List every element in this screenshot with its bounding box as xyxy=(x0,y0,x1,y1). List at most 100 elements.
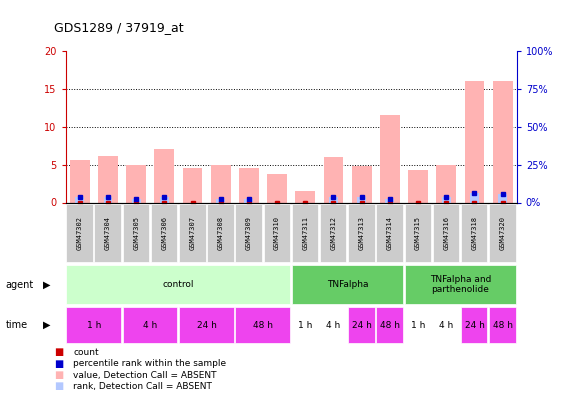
Bar xyxy=(380,115,400,202)
Text: GSM47313: GSM47313 xyxy=(359,216,365,250)
Text: percentile rank within the sample: percentile rank within the sample xyxy=(73,359,226,368)
Text: 24 h: 24 h xyxy=(352,320,372,330)
FancyBboxPatch shape xyxy=(320,307,347,343)
FancyBboxPatch shape xyxy=(376,307,403,343)
FancyBboxPatch shape xyxy=(376,204,403,262)
FancyBboxPatch shape xyxy=(207,204,234,262)
Text: ▶: ▶ xyxy=(43,320,50,330)
FancyBboxPatch shape xyxy=(151,204,178,262)
FancyBboxPatch shape xyxy=(292,204,318,262)
Text: 4 h: 4 h xyxy=(143,320,158,330)
Text: GSM47306: GSM47306 xyxy=(162,216,167,250)
Text: 4 h: 4 h xyxy=(327,320,341,330)
Bar xyxy=(352,166,372,202)
Text: 48 h: 48 h xyxy=(253,320,273,330)
Bar xyxy=(70,160,90,202)
Text: TNFalpha: TNFalpha xyxy=(327,280,368,289)
Bar xyxy=(498,194,507,202)
FancyBboxPatch shape xyxy=(404,265,516,304)
Bar xyxy=(493,81,513,202)
Bar xyxy=(436,164,456,202)
FancyBboxPatch shape xyxy=(348,204,375,262)
Text: GSM47311: GSM47311 xyxy=(302,216,308,250)
FancyBboxPatch shape xyxy=(179,204,206,262)
Bar xyxy=(183,168,202,202)
Text: GSM47312: GSM47312 xyxy=(331,216,336,250)
Text: ▶: ▶ xyxy=(43,279,50,290)
Bar xyxy=(216,199,225,202)
Bar xyxy=(470,193,479,202)
FancyBboxPatch shape xyxy=(489,204,516,262)
FancyBboxPatch shape xyxy=(320,204,347,262)
Text: GSM47307: GSM47307 xyxy=(190,216,195,250)
Bar xyxy=(239,168,259,202)
Text: 1 h: 1 h xyxy=(411,320,425,330)
Bar xyxy=(103,197,112,202)
Bar xyxy=(211,164,231,202)
Bar xyxy=(267,174,287,202)
Text: GSM47315: GSM47315 xyxy=(415,216,421,250)
Text: GSM47316: GSM47316 xyxy=(443,216,449,250)
Bar xyxy=(465,81,484,202)
Bar xyxy=(155,149,174,202)
Bar xyxy=(295,191,315,202)
Text: GDS1289 / 37919_at: GDS1289 / 37919_at xyxy=(54,21,184,34)
FancyBboxPatch shape xyxy=(348,307,375,343)
Text: count: count xyxy=(73,348,99,357)
Text: ■: ■ xyxy=(54,370,63,380)
FancyBboxPatch shape xyxy=(66,204,93,262)
FancyBboxPatch shape xyxy=(461,307,488,343)
Text: rank, Detection Call = ABSENT: rank, Detection Call = ABSENT xyxy=(73,382,212,391)
Text: TNFalpha and
parthenolide: TNFalpha and parthenolide xyxy=(430,275,491,294)
Bar xyxy=(385,200,395,202)
Text: GSM47305: GSM47305 xyxy=(133,216,139,250)
Text: control: control xyxy=(163,280,194,289)
Text: 24 h: 24 h xyxy=(465,320,484,330)
Text: ■: ■ xyxy=(54,347,63,357)
Text: 1 h: 1 h xyxy=(87,320,101,330)
Text: 1 h: 1 h xyxy=(298,320,312,330)
Text: ■: ■ xyxy=(54,382,63,391)
FancyBboxPatch shape xyxy=(433,204,459,262)
FancyBboxPatch shape xyxy=(292,265,403,304)
Bar xyxy=(132,200,140,202)
Bar xyxy=(98,156,118,202)
Text: GSM47309: GSM47309 xyxy=(246,216,252,250)
Bar xyxy=(329,197,338,202)
FancyBboxPatch shape xyxy=(123,204,149,262)
FancyBboxPatch shape xyxy=(264,204,290,262)
Text: agent: agent xyxy=(6,279,34,290)
FancyBboxPatch shape xyxy=(235,204,262,262)
Bar xyxy=(357,197,366,202)
FancyBboxPatch shape xyxy=(179,307,234,343)
Text: 24 h: 24 h xyxy=(196,320,216,330)
Text: 4 h: 4 h xyxy=(439,320,453,330)
Text: GSM47318: GSM47318 xyxy=(472,216,477,250)
Bar xyxy=(160,197,169,202)
Text: 48 h: 48 h xyxy=(380,320,400,330)
FancyBboxPatch shape xyxy=(292,307,318,343)
Text: GSM47320: GSM47320 xyxy=(500,216,506,250)
Bar xyxy=(324,157,343,202)
Bar xyxy=(126,164,146,202)
Text: time: time xyxy=(6,320,28,330)
FancyBboxPatch shape xyxy=(404,307,431,343)
FancyBboxPatch shape xyxy=(461,204,488,262)
Text: 48 h: 48 h xyxy=(493,320,513,330)
FancyBboxPatch shape xyxy=(235,307,290,343)
FancyBboxPatch shape xyxy=(404,204,431,262)
FancyBboxPatch shape xyxy=(433,307,459,343)
FancyBboxPatch shape xyxy=(94,204,121,262)
Text: GSM47302: GSM47302 xyxy=(77,216,83,250)
Text: GSM47308: GSM47308 xyxy=(218,216,224,250)
FancyBboxPatch shape xyxy=(123,307,178,343)
Text: value, Detection Call = ABSENT: value, Detection Call = ABSENT xyxy=(73,371,216,379)
Text: GSM47310: GSM47310 xyxy=(274,216,280,250)
Bar xyxy=(408,170,428,202)
FancyBboxPatch shape xyxy=(489,307,516,343)
Text: ■: ■ xyxy=(54,359,63,369)
FancyBboxPatch shape xyxy=(66,307,121,343)
Text: GSM47314: GSM47314 xyxy=(387,216,393,250)
Bar xyxy=(442,197,451,202)
Bar xyxy=(75,197,84,202)
